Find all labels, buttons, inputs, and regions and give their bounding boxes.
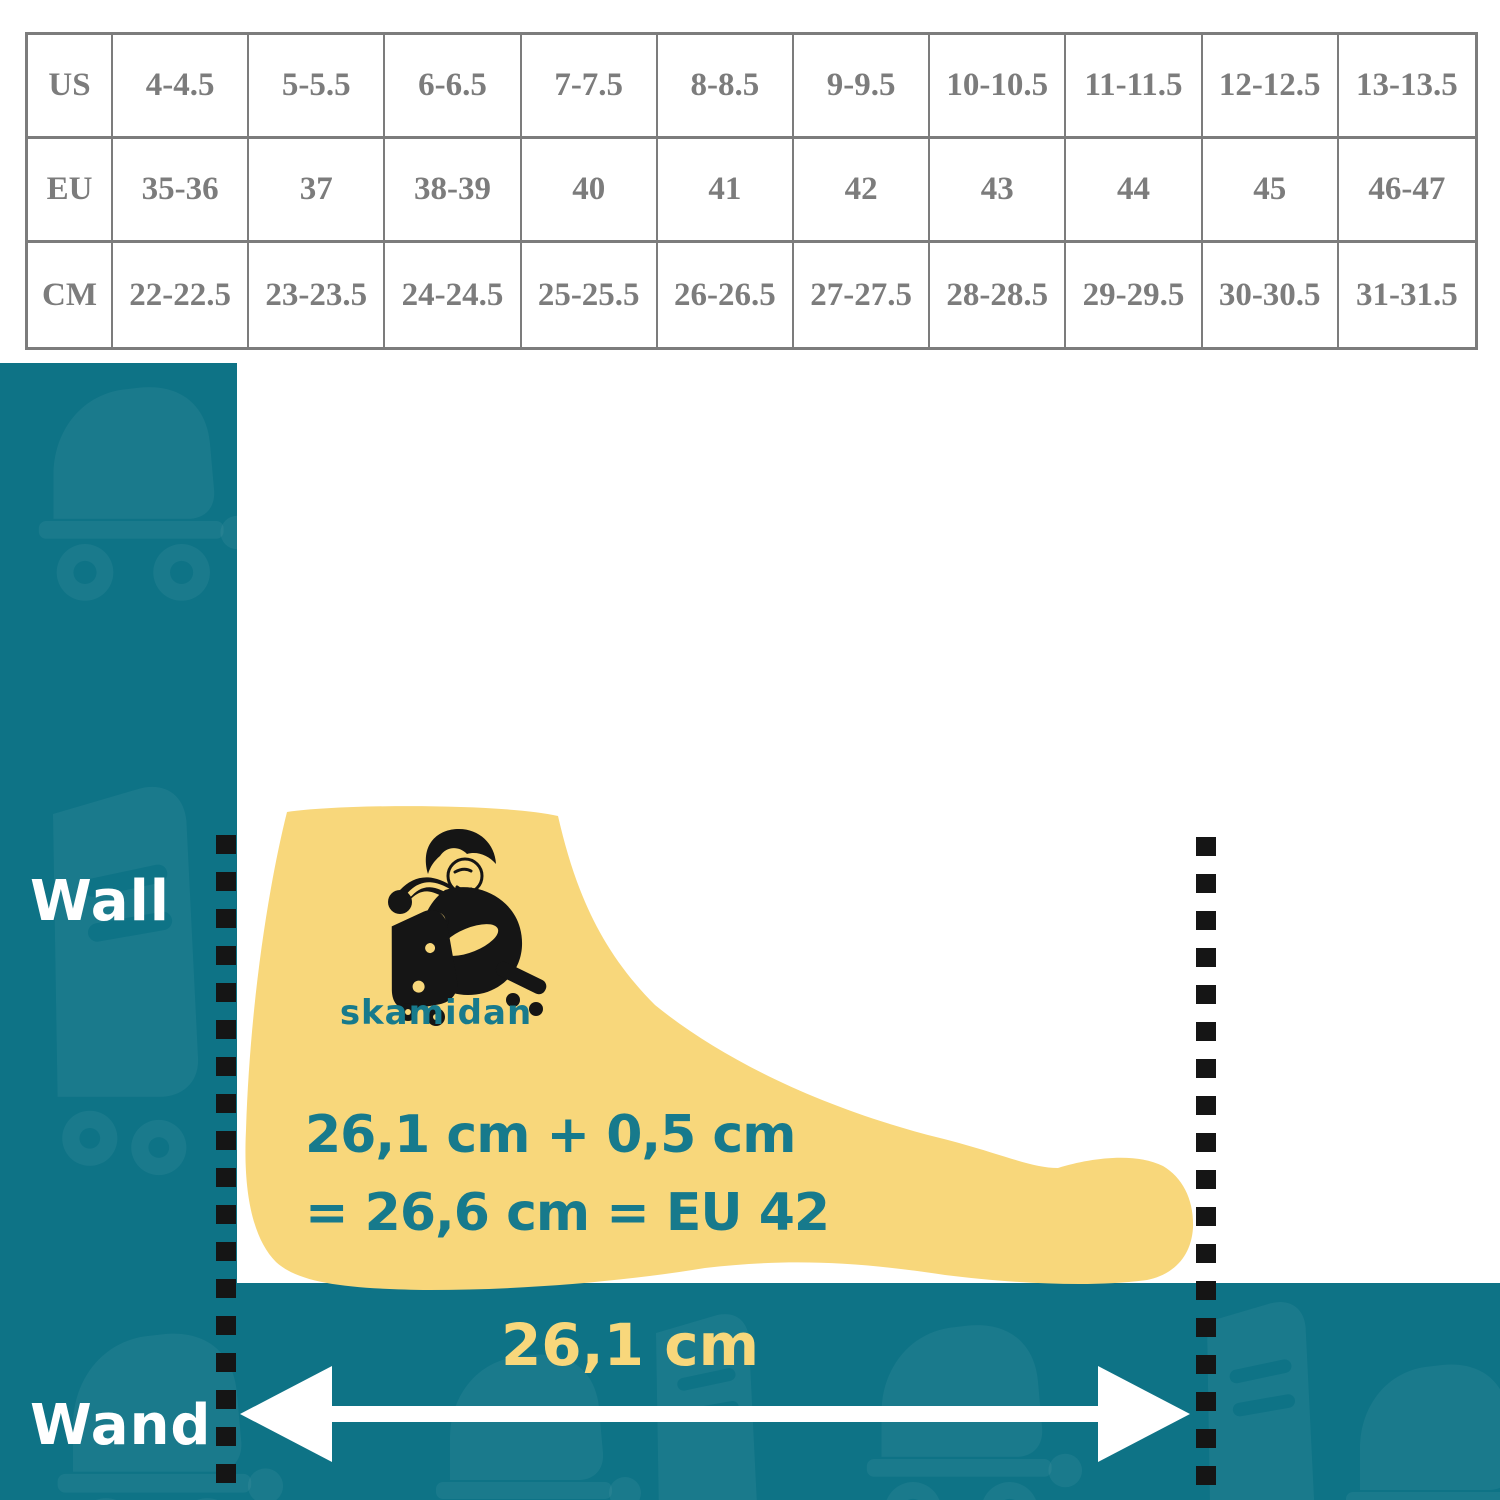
cell-eu-0: 35-36 [113, 139, 250, 243]
left-dashed-line [216, 835, 236, 1500]
cell-eu-4: 41 [657, 139, 794, 243]
cell-us-7: 11-11.5 [1066, 35, 1203, 139]
cell-eu-3: 40 [521, 139, 658, 243]
cell-us-2: 6-6.5 [385, 35, 522, 139]
skamidan-logo-text: skamidan [339, 993, 533, 1033]
calc-line-2: = 26,6 cm = EU 42 [305, 1183, 830, 1243]
cell-cm-1: 23-23.5 [249, 243, 386, 347]
measure-arrow [240, 1366, 1190, 1462]
right-dashed-line [1196, 837, 1216, 1500]
cell-cm-5: 27-27.5 [794, 243, 931, 347]
cell-us-8: 12-12.5 [1202, 35, 1339, 139]
cell-eu-7: 44 [1066, 139, 1203, 243]
cell-us-9: 13-13.5 [1338, 35, 1475, 139]
cell-cm-3: 25-25.5 [522, 243, 658, 347]
cell-eu-2: 38-39 [385, 139, 522, 243]
cell-us-0: 4-4.5 [113, 35, 250, 139]
foot-length-label: 26,1 cm [500, 1311, 760, 1379]
size-chart-table: US 4-4.5 5-5.5 6-6.5 7-7.5 8-8.5 9-9.5 1… [25, 32, 1478, 350]
cell-cm-6: 28-28.5 [930, 243, 1067, 347]
cell-us-4: 8-8.5 [657, 35, 794, 139]
cell-cm-7: 29-29.5 [1066, 243, 1203, 347]
row-label-cm: CM [28, 243, 113, 347]
cell-cm-8: 30-30.5 [1203, 243, 1339, 347]
floor-strip [0, 1283, 1500, 1500]
row-label-us: US [28, 35, 113, 139]
wall-label-en: Wall [30, 869, 170, 934]
calc-line-1: 26,1 cm + 0,5 cm [305, 1105, 796, 1165]
cell-eu-9: 46-47 [1338, 139, 1475, 243]
cell-us-3: 7-7.5 [521, 35, 658, 139]
cell-cm-2: 24-24.5 [385, 243, 522, 347]
cell-eu-8: 45 [1202, 139, 1339, 243]
cell-eu-6: 43 [930, 139, 1067, 243]
cell-us-6: 10-10.5 [930, 35, 1067, 139]
cell-us-1: 5-5.5 [249, 35, 386, 139]
wall-label-de: Wand [30, 1393, 212, 1458]
cell-eu-5: 42 [793, 139, 931, 243]
size-calculation-text: 26,1 cm + 0,5 cm = 26,6 cm = EU 42 [305, 1096, 830, 1252]
cell-cm-9: 31-31.5 [1356, 276, 1458, 313]
skater-logo [388, 828, 547, 1026]
cell-cm-4: 26-26.5 [658, 243, 794, 347]
row-label-eu: EU [28, 139, 113, 243]
cell-us-5: 9-9.5 [793, 35, 931, 139]
cell-cm-0: 22-22.5 [113, 243, 250, 347]
cell-eu-1: 37 [249, 139, 386, 243]
